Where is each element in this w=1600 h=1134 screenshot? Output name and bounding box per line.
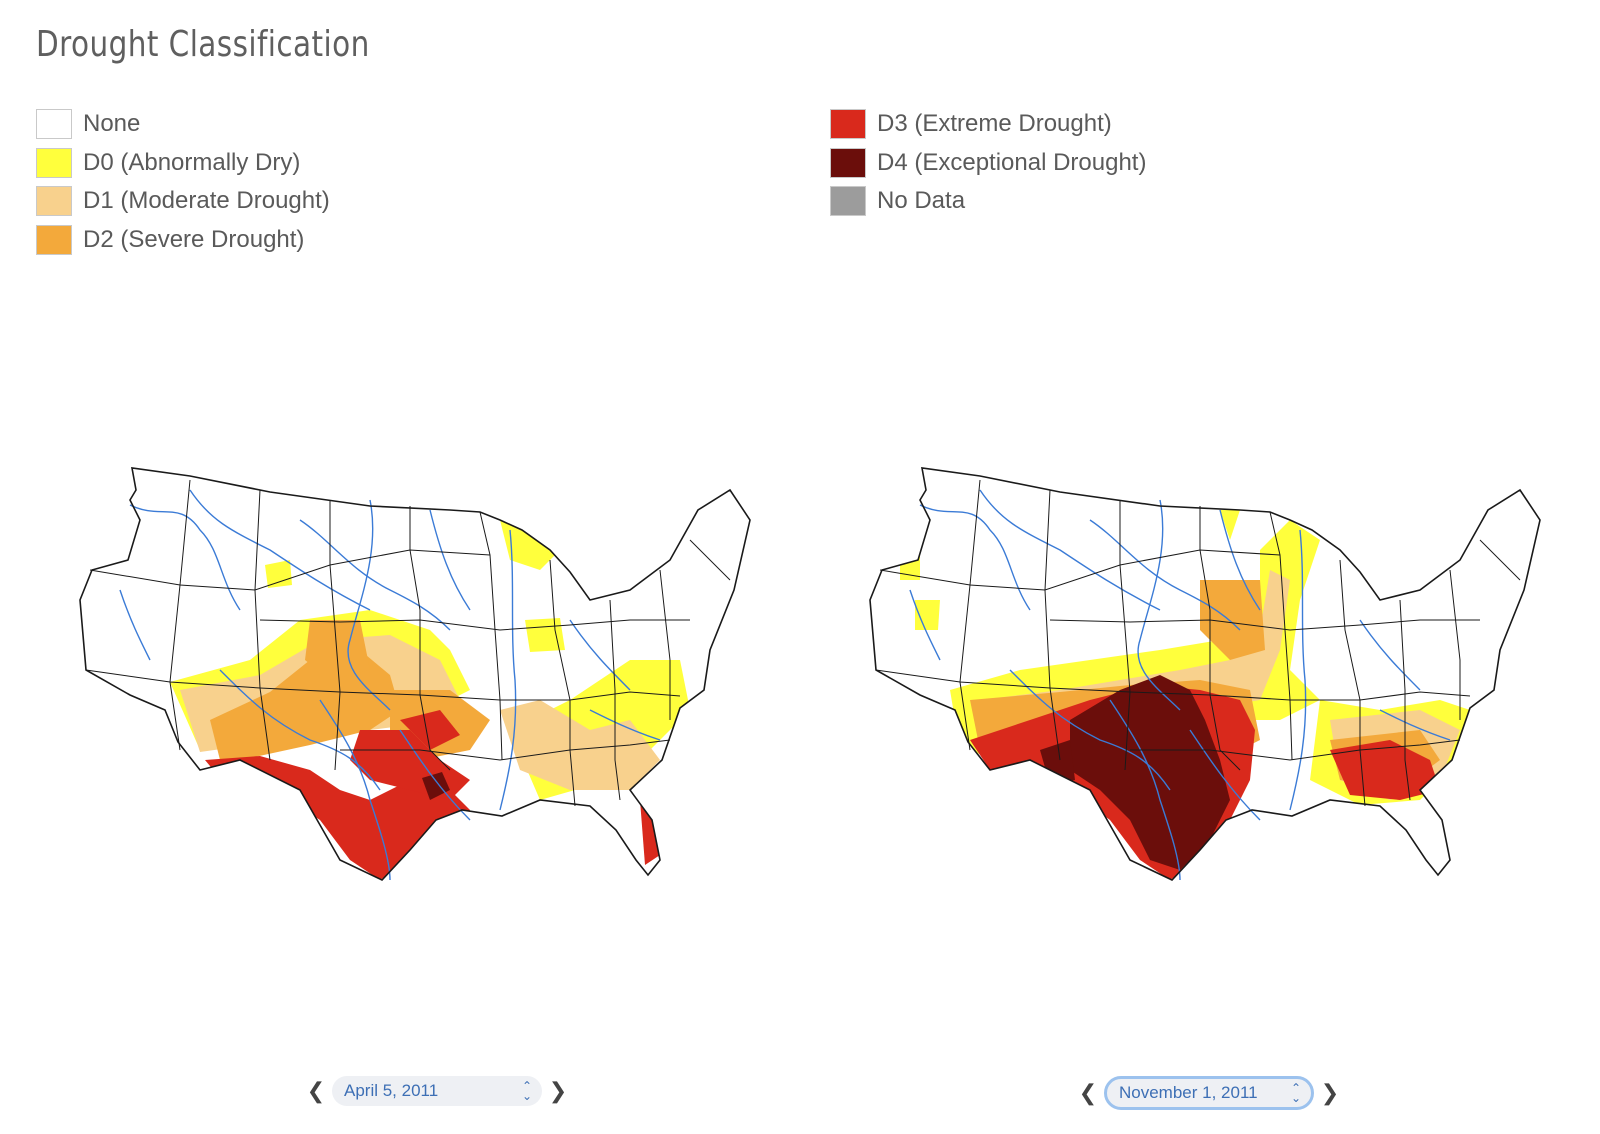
legend-item-d1: D1 (Moderate Drought): [36, 182, 330, 221]
legend-label: None: [83, 110, 141, 138]
select-spinner-icon: ⌃ ⌄: [1290, 1081, 1301, 1105]
legend-label: D0 (Abnormally Dry): [83, 148, 301, 176]
legend-item-d2: D2 (Severe Drought): [36, 221, 330, 260]
chevron-left-icon[interactable]: ❮: [306, 1078, 326, 1103]
chevron-right-icon[interactable]: ❯: [548, 1078, 568, 1103]
drought-fill-layer: [80, 468, 750, 880]
legend-swatch-d3: [830, 109, 866, 140]
legend-label: D4 (Exceptional Drought): [877, 148, 1147, 176]
legend-swatch-d1: [36, 186, 72, 217]
select-spinner-icon: ⌃ ⌄: [521, 1079, 532, 1103]
date-nav-left: ❮ April 5, 2011 ⌃ ⌄ ❯: [304, 1076, 570, 1106]
state-borders-layer: [869, 467, 1541, 881]
drought-fill-layer: [870, 468, 1540, 880]
legend-item-none: None: [36, 105, 330, 144]
legend-swatch-no-data: [830, 186, 866, 217]
legend-swatch-d2: [36, 224, 72, 255]
legend-swatch-d4: [830, 147, 866, 178]
drought-map-november-2011: [860, 460, 1550, 900]
legend-item-d4: D4 (Exceptional Drought): [830, 144, 1146, 183]
legend-label: No Data: [877, 187, 966, 215]
state-borders-layer: [79, 467, 751, 881]
legend-label: D3 (Extreme Drought): [877, 110, 1112, 138]
page-title: Drought Classification: [36, 24, 370, 65]
legend-column-left: None D0 (Abnormally Dry) D1 (Moderate Dr…: [36, 105, 330, 259]
legend-swatch-none: [36, 109, 72, 140]
legend-label: D1 (Moderate Drought): [83, 187, 330, 215]
legend-item-d3: D3 (Extreme Drought): [830, 105, 1146, 144]
date-nav-right: ❮ November 1, 2011 ⌃ ⌄ ❯: [1076, 1076, 1342, 1110]
legend-column-right: D3 (Extreme Drought) D4 (Exceptional Dro…: [830, 105, 1146, 221]
date-select-value: November 1, 2011: [1119, 1083, 1258, 1102]
date-select-left[interactable]: April 5, 2011 ⌃ ⌄: [332, 1076, 542, 1106]
date-select-value: April 5, 2011: [344, 1081, 439, 1100]
drought-map-april-2011: [70, 460, 760, 900]
legend-label: D2 (Severe Drought): [83, 225, 305, 253]
date-select-right[interactable]: November 1, 2011 ⌃ ⌄: [1104, 1076, 1314, 1110]
legend-swatch-d0: [36, 147, 72, 178]
chevron-left-icon[interactable]: ❮: [1078, 1080, 1098, 1105]
rivers-layer: [909, 489, 1451, 881]
chevron-right-icon[interactable]: ❯: [1320, 1080, 1340, 1105]
legend-item-d0: D0 (Abnormally Dry): [36, 144, 330, 183]
legend-item-no-data: No Data: [830, 182, 1146, 221]
